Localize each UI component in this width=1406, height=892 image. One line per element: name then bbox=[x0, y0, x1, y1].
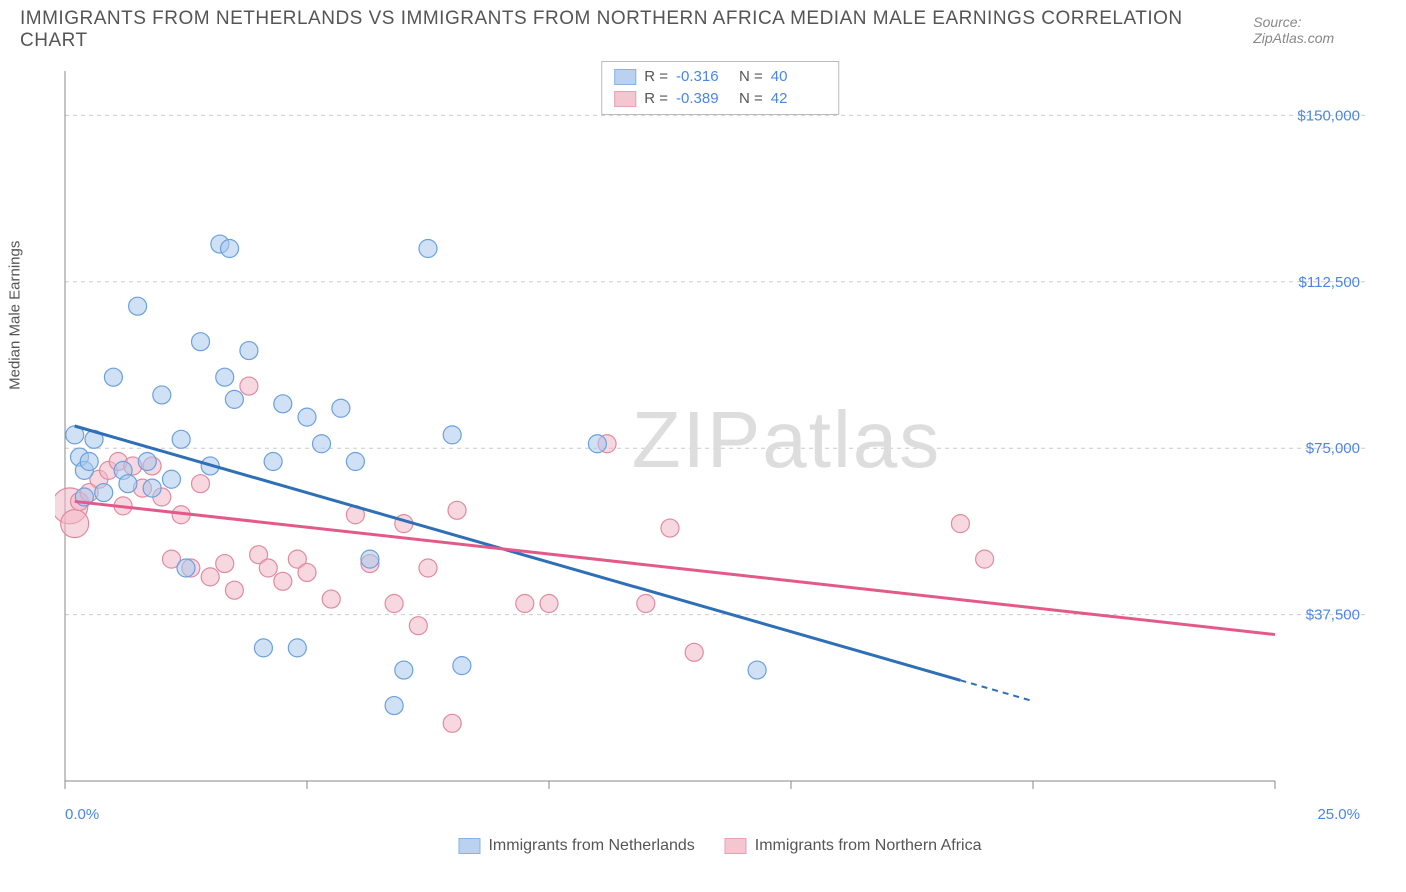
r-value: -0.389 bbox=[676, 88, 731, 110]
chart-header: IMMIGRANTS FROM NETHERLANDS VS IMMIGRANT… bbox=[0, 0, 1406, 56]
data-point bbox=[409, 617, 427, 635]
data-point bbox=[192, 333, 210, 351]
n-label: N = bbox=[739, 66, 763, 88]
legend-item: Immigrants from Netherlands bbox=[458, 837, 694, 855]
data-point bbox=[298, 408, 316, 426]
data-point bbox=[264, 453, 282, 471]
x-max-label: 25.0% bbox=[1317, 806, 1360, 821]
data-point bbox=[61, 510, 89, 538]
data-point bbox=[540, 595, 558, 613]
source-attribution: Source: ZipAtlas.com bbox=[1253, 14, 1386, 46]
correlation-legend: R = -0.316 N = 40 R = -0.389 N = 42 bbox=[601, 61, 839, 115]
data-point bbox=[129, 297, 147, 315]
data-point bbox=[385, 595, 403, 613]
r-label: R = bbox=[644, 66, 668, 88]
n-value: 42 bbox=[771, 88, 826, 110]
y-tick-label: $37,500 bbox=[1306, 607, 1360, 624]
data-point bbox=[346, 453, 364, 471]
y-tick-label: $112,500 bbox=[1299, 274, 1360, 291]
data-point bbox=[361, 550, 379, 568]
data-point bbox=[216, 368, 234, 386]
series-legend: Immigrants from Netherlands Immigrants fr… bbox=[458, 837, 981, 855]
data-point bbox=[951, 515, 969, 533]
x-min-label: 0.0% bbox=[65, 806, 99, 821]
legend-swatch bbox=[725, 838, 747, 854]
r-label: R = bbox=[644, 88, 668, 110]
data-point bbox=[443, 714, 461, 732]
legend-swatch bbox=[614, 91, 636, 107]
data-point bbox=[153, 386, 171, 404]
data-point bbox=[225, 581, 243, 599]
legend-stat-row: R = -0.316 N = 40 bbox=[614, 66, 826, 88]
data-point bbox=[516, 595, 534, 613]
data-point bbox=[453, 657, 471, 675]
trend-line-extrapolated bbox=[960, 680, 1033, 701]
data-point bbox=[259, 559, 277, 577]
data-point bbox=[588, 435, 606, 453]
n-label: N = bbox=[739, 88, 763, 110]
scatter-plot-svg: $37,500 $75,000 $112,500 $150,000 0.0% 25.0% bbox=[55, 61, 1365, 821]
data-point bbox=[254, 639, 272, 657]
trend-line bbox=[75, 426, 961, 680]
legend-stat-row: R = -0.389 N = 42 bbox=[614, 88, 826, 110]
data-point bbox=[225, 390, 243, 408]
r-value: -0.316 bbox=[676, 66, 731, 88]
data-point bbox=[95, 484, 113, 502]
data-point bbox=[80, 453, 98, 471]
chart-title: IMMIGRANTS FROM NETHERLANDS VS IMMIGRANT… bbox=[20, 8, 1253, 52]
data-point bbox=[274, 572, 292, 590]
data-point bbox=[119, 475, 137, 493]
data-point bbox=[104, 368, 122, 386]
data-point bbox=[419, 559, 437, 577]
data-point bbox=[443, 426, 461, 444]
data-point bbox=[192, 475, 210, 493]
legend-series-name: Immigrants from Northern Africa bbox=[755, 837, 982, 855]
data-point bbox=[143, 479, 161, 497]
data-point bbox=[322, 590, 340, 608]
data-point bbox=[162, 470, 180, 488]
data-point bbox=[448, 501, 466, 519]
data-point bbox=[395, 661, 413, 679]
data-point bbox=[216, 555, 234, 573]
data-point bbox=[976, 550, 994, 568]
legend-item: Immigrants from Northern Africa bbox=[725, 837, 982, 855]
y-axis-label: Median Male Earnings bbox=[7, 241, 24, 390]
data-point bbox=[274, 395, 292, 413]
data-point bbox=[313, 435, 331, 453]
data-point bbox=[240, 342, 258, 360]
data-point bbox=[138, 453, 156, 471]
data-point bbox=[637, 595, 655, 613]
data-point bbox=[419, 240, 437, 258]
data-point bbox=[221, 240, 239, 258]
y-tick-label: $150,000 bbox=[1297, 107, 1360, 124]
data-point bbox=[201, 568, 219, 586]
data-point bbox=[748, 661, 766, 679]
y-tick-label: $75,000 bbox=[1306, 440, 1360, 457]
chart-area: Median Male Earnings ZIPatlas $37,500$75… bbox=[55, 61, 1385, 851]
data-point bbox=[298, 563, 316, 581]
data-point bbox=[240, 377, 258, 395]
data-point bbox=[332, 399, 350, 417]
data-point bbox=[685, 643, 703, 661]
data-point bbox=[177, 559, 195, 577]
data-point bbox=[288, 639, 306, 657]
data-point bbox=[385, 697, 403, 715]
legend-swatch bbox=[614, 69, 636, 85]
legend-series-name: Immigrants from Netherlands bbox=[488, 837, 694, 855]
data-point bbox=[172, 430, 190, 448]
legend-swatch bbox=[458, 838, 480, 854]
data-point bbox=[661, 519, 679, 537]
n-value: 40 bbox=[771, 66, 826, 88]
